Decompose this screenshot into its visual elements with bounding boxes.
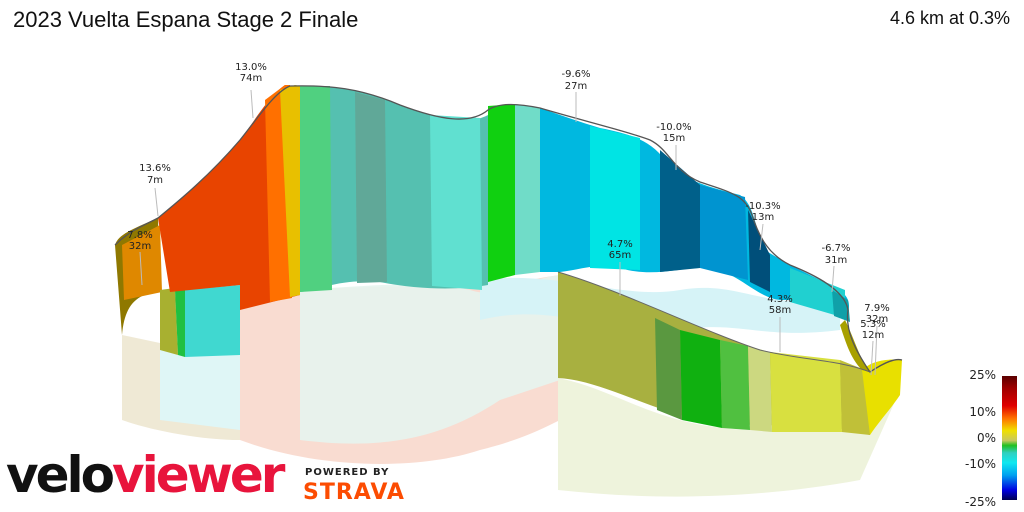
annotation-length: 65m xyxy=(609,250,631,261)
logo-velo: velo xyxy=(6,446,115,504)
legend-tick: 10% xyxy=(969,405,996,419)
annotation-length: 32m xyxy=(866,314,888,325)
annotation-grade: 5.3% xyxy=(860,319,885,330)
annotation-length: 32m xyxy=(129,241,151,252)
segment-finish xyxy=(862,359,902,435)
annotation-grade: 13.6% xyxy=(139,163,171,174)
annotation-grade: 4.3% xyxy=(767,294,792,305)
gradient-colorbar xyxy=(1002,376,1017,500)
veloviewer-logo: veloviewer xyxy=(6,450,285,500)
annotation-length: 7m xyxy=(147,175,163,186)
annotation-grade: -10.3% xyxy=(745,201,780,212)
logo-viewer: viewer xyxy=(112,446,285,504)
legend-tick: 0% xyxy=(976,431,996,445)
strava-logo: STRAVA xyxy=(303,480,405,505)
annotation-grade: -9.6% xyxy=(561,69,590,80)
legend-tick: -25% xyxy=(964,495,996,509)
gradient-legend: 25% 10% 0% -10% -25% xyxy=(964,368,1022,512)
legend-tick: 25% xyxy=(969,368,996,382)
annotation-grade: 7.8% xyxy=(127,230,152,241)
annotation-length: 74m xyxy=(240,73,262,84)
legend-tick: -10% xyxy=(964,457,996,471)
annotation-length: 12m xyxy=(862,330,884,341)
annotation-grade: 13.0% xyxy=(235,62,267,73)
annotation-length: 27m xyxy=(565,81,587,92)
annotations: 13.0% 74m 13.6% 7m 7.8% 32m -9.6% 27m -1… xyxy=(127,62,889,341)
page-title: 2023 Vuelta Espana Stage 2 Finale xyxy=(13,7,359,32)
annotation-grade: 7.9% xyxy=(864,303,889,314)
annotation-length: 13m xyxy=(752,212,774,223)
profile-outline xyxy=(114,85,903,373)
segment-climb-13 xyxy=(158,85,300,310)
ribbon-shadow-right xyxy=(558,378,900,497)
annotation-grade: -6.7% xyxy=(821,243,850,254)
annotation-length: 31m xyxy=(825,255,847,266)
annotation-length: 58m xyxy=(769,305,791,316)
powered-by-label: POWERED BY xyxy=(305,467,390,478)
ribbon-shadow-mid xyxy=(300,275,560,444)
annotation-length: 15m xyxy=(663,133,685,144)
route-summary: 4.6 km at 0.3% xyxy=(889,8,1010,28)
annotation-grade: -10.0% xyxy=(656,122,691,133)
annotation-leaders xyxy=(139,89,878,376)
annotation-grade: 4.7% xyxy=(607,239,632,250)
